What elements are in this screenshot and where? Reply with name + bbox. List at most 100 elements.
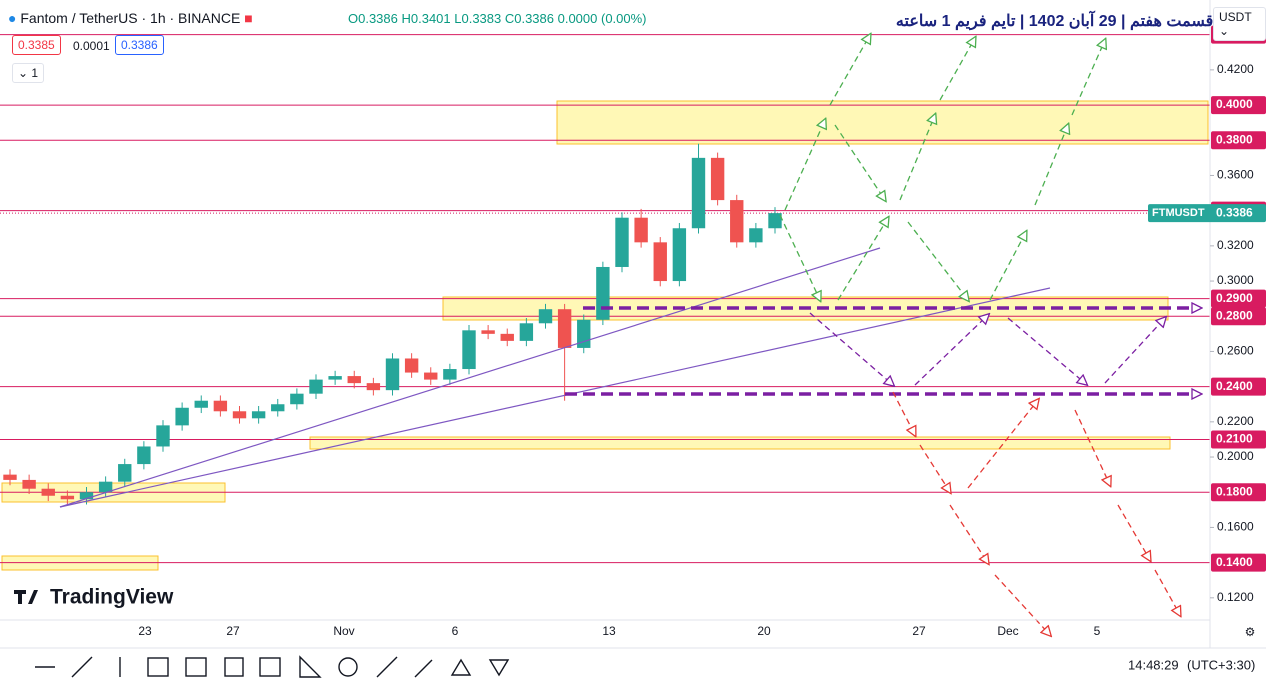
candle-body	[79, 492, 94, 500]
x-tick-label: 5	[1094, 624, 1101, 638]
price-axis: 0.4200 0.3600 0.3200 0.3000 0.2600 0.2200 0.20…	[138, 25, 1266, 638]
x-tick-label: 20	[757, 624, 771, 638]
y-tick-label: 0.1600	[1217, 520, 1254, 534]
arrow	[1154, 569, 1180, 615]
arrow	[834, 124, 885, 200]
arrow	[914, 315, 988, 386]
currency[interactable]: USDT ⌄	[1213, 7, 1266, 41]
candle-body	[519, 323, 534, 341]
candle-body	[634, 217, 648, 243]
x-tick-label: 27	[226, 624, 240, 638]
arrow	[1074, 409, 1110, 485]
arrow	[1071, 40, 1105, 116]
trendline	[59, 287, 1051, 508]
candle-body	[3, 474, 17, 480]
arrow	[1034, 125, 1068, 206]
y-tick-label: 0.2600	[1217, 344, 1254, 358]
candle-body	[500, 333, 514, 341]
candle-body	[462, 330, 476, 370]
candle-body	[290, 393, 304, 405]
tool[interactable]	[147, 657, 169, 677]
last-price-box	[1148, 204, 1266, 223]
arrow	[1117, 504, 1150, 560]
level-box	[1211, 430, 1266, 449]
zone	[556, 100, 1209, 145]
tool[interactable]	[224, 657, 244, 677]
y-tick-label: 0.4200	[1217, 62, 1254, 76]
candle-body	[653, 242, 667, 282]
tool[interactable]	[414, 659, 433, 678]
y-tick-label: 0.2000	[1217, 449, 1254, 463]
candle-body	[768, 213, 782, 229]
tool[interactable]	[376, 656, 398, 678]
interval-count[interactable]: ⌄ 1	[12, 63, 45, 83]
candle-body	[366, 383, 381, 391]
symbol: ● Fantom / TetherUS · 1h · BINANCE ■	[8, 10, 253, 26]
level-label: 0.1800	[1216, 484, 1253, 498]
bid[interactable]: 0.3385	[12, 35, 61, 55]
candle-body	[156, 425, 170, 447]
candle-body	[194, 400, 208, 408]
y-tick-label: 0.1200	[1217, 590, 1254, 604]
candle-body	[596, 266, 610, 320]
chart-title: تحلیل فانتوم | قسمت هفتم | 29 آبان 1402 …	[896, 9, 1266, 31]
level-label: 0.2800	[1216, 308, 1253, 322]
candle-body	[98, 481, 113, 493]
last-symbol: FTMUSDT	[1152, 207, 1205, 219]
candle-body	[557, 309, 572, 348]
interval-count-text: 1	[31, 66, 39, 80]
candle-body	[232, 411, 247, 419]
settings-icon[interactable]: ⚙	[1245, 625, 1256, 639]
candle-body	[538, 309, 553, 324]
candle-body	[710, 157, 725, 201]
candle-body	[615, 217, 629, 267]
y-tick-label: 0.3000	[1217, 273, 1254, 287]
level-label: 0.4000	[1216, 97, 1253, 111]
currency-text: USDT	[1219, 10, 1252, 24]
y-tick-label: 0.2200	[1217, 414, 1254, 428]
brand: TradingView	[50, 586, 174, 609]
arrow	[907, 221, 968, 300]
level-label: 0.1400	[1216, 555, 1253, 569]
tool[interactable]	[299, 655, 322, 678]
level-box	[1211, 307, 1266, 326]
level-label: 0.2100	[1216, 432, 1253, 446]
ask[interactable]: 0.3386	[115, 35, 164, 55]
x-tick-label: Dec	[997, 624, 1018, 638]
arrow	[837, 218, 888, 301]
arrow	[939, 38, 975, 101]
arrow	[899, 115, 935, 201]
arrow	[829, 35, 870, 106]
candle-body	[271, 404, 285, 412]
tool[interactable]	[185, 657, 207, 677]
arrow	[989, 232, 1026, 301]
level-label: 0.2400	[1216, 379, 1253, 393]
level-label: 0.3800	[1216, 132, 1253, 146]
tool[interactable]	[450, 658, 472, 676]
candle-body	[309, 379, 323, 394]
tool[interactable]	[259, 657, 281, 677]
candle-body	[577, 319, 591, 348]
x-tick-label: 6	[452, 624, 459, 638]
zone	[309, 436, 1171, 450]
tool[interactable]	[71, 656, 93, 678]
candle-body	[404, 358, 419, 373]
candle-body	[347, 376, 361, 384]
spread: 0.0001	[73, 39, 110, 53]
tool[interactable]	[338, 657, 358, 677]
y-tick-label: 0.3200	[1217, 238, 1254, 252]
candle-body	[22, 479, 36, 489]
level-box	[1211, 96, 1266, 115]
candle-body	[691, 157, 706, 229]
tool[interactable]	[488, 659, 510, 677]
candle-body	[213, 400, 228, 412]
toolbar	[35, 655, 510, 678]
candles	[3, 143, 782, 505]
candle-body	[443, 369, 457, 380]
arrow	[784, 120, 825, 211]
candle-body	[424, 372, 438, 380]
candle-body	[672, 228, 687, 282]
x-tick-label: 27	[912, 624, 926, 638]
arrow	[919, 444, 950, 492]
